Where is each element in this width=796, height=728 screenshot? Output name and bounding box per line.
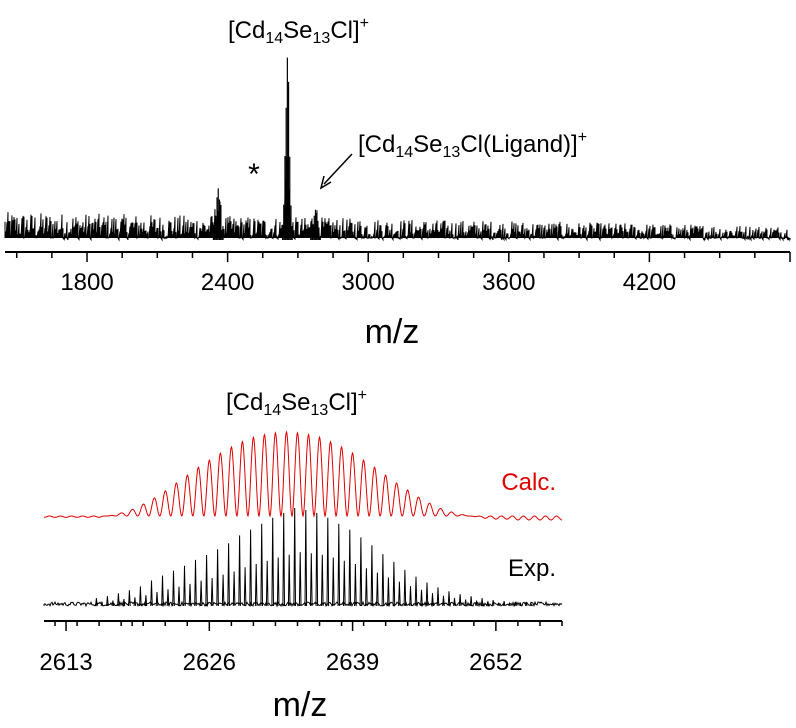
exp-series-trace	[43, 507, 563, 608]
top-tick-label: 2400	[201, 269, 254, 296]
bottom-tick-label: 2613	[39, 649, 92, 676]
ligand-annotation-arrow	[323, 153, 353, 185]
bottom-tick-label: 2639	[326, 649, 379, 676]
ligand-cluster-annotation: [Cd14Se13Cl(Ligand)]+	[358, 129, 587, 161]
asterisk-annotation: *	[248, 158, 260, 191]
calc-series-trace	[43, 430, 563, 521]
main-cluster-annotation: [Cd14Se13Cl]+	[228, 15, 369, 47]
isotope-pattern-panel: [Cd14Se13Cl]+ Calc. Exp. 2613 2626 2639 265…	[39, 387, 563, 724]
top-x-ticks: 1800 2400 3000 3600 4200	[15, 252, 791, 296]
top-tick-label: 3600	[482, 269, 535, 296]
top-tick-label: 1800	[60, 269, 113, 296]
full-spectrum-trace	[4, 156, 791, 242]
calc-series-label: Calc.	[501, 469, 556, 496]
top-tick-label: 3000	[342, 269, 395, 296]
full-spectrum-peaks	[212, 57, 321, 240]
bottom-x-axis-label: m/z	[273, 686, 328, 724]
bottom-tick-label: 2652	[469, 649, 522, 676]
top-tick-label: 4200	[623, 269, 676, 296]
isotope-panel-title: [Cd14Se13Cl]+	[226, 387, 367, 419]
top-x-axis-label: m/z	[365, 313, 420, 351]
exp-series-label: Exp.	[508, 555, 556, 582]
bottom-tick-label: 2626	[183, 649, 236, 676]
full-spectrum-panel: 1800 2400 3000 3600 4200 m/z [Cd14Se13Cl]+ […	[4, 15, 791, 351]
bottom-x-ticks: 2613 2626 2639 2652	[39, 621, 563, 676]
ligand-annotation-arrowhead	[319, 175, 332, 190]
